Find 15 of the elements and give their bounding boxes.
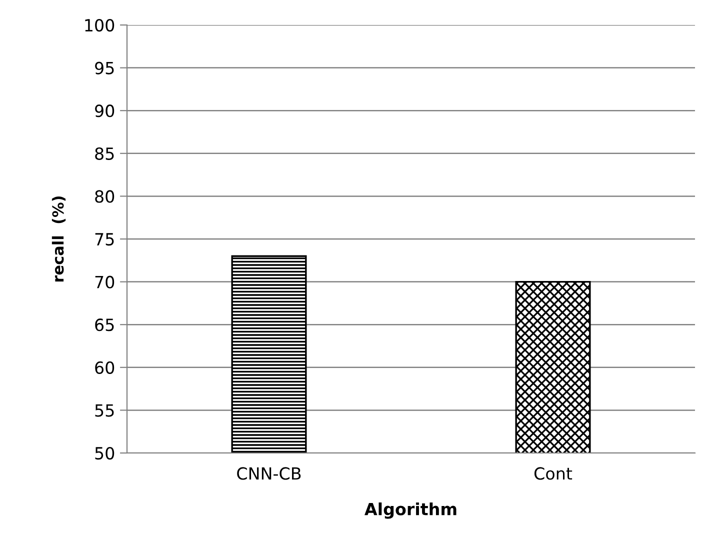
y-tick-label: 80 xyxy=(95,190,114,203)
x-axis-title: Algorithm xyxy=(364,502,456,519)
y-tick-label: 95 xyxy=(95,62,114,74)
y-tick-label: 90 xyxy=(95,104,114,118)
y-tick-label: 70 xyxy=(95,276,114,288)
y-tick-label: 100 xyxy=(85,18,114,32)
y-axis-title: recall (%) xyxy=(52,196,66,282)
y-tick-label: 75 xyxy=(95,233,114,246)
y-tick-label: 60 xyxy=(95,361,114,374)
y-tick-label: 65 xyxy=(95,318,114,332)
y-tick-label: 50 xyxy=(95,446,114,460)
y-tick-label: 85 xyxy=(95,147,114,160)
y-tick-label: 55 xyxy=(95,404,114,417)
x-tick-label: Cont xyxy=(534,467,572,480)
x-tick-label: CNN-CB xyxy=(237,467,301,480)
